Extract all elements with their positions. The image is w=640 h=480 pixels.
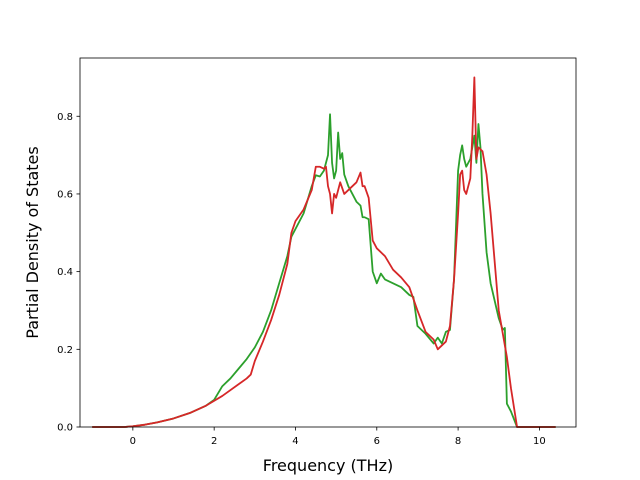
y-tick-label: 0.2	[57, 345, 73, 356]
x-tick-label: 4	[292, 436, 298, 447]
x-axis-label: Frequency (THz)	[263, 456, 393, 475]
series-line-2	[92, 76, 556, 428]
series-layer	[92, 76, 556, 428]
plot-area: 0 2 4 6 8 10 0.0 0.2 0.4 0.6 0.8	[57, 57, 577, 447]
x-tick-label: 8	[455, 436, 461, 447]
y-axis-label: Partial Density of States	[23, 146, 42, 338]
x-tick-label: 6	[374, 436, 380, 447]
x-axis-ticks: 0 2 4 6 8 10	[130, 427, 546, 447]
series-line-1	[92, 113, 556, 428]
axes-frame	[79, 57, 577, 428]
y-tick-label: 0.8	[57, 112, 73, 123]
y-tick-label: 0.6	[57, 189, 73, 200]
y-axis-ticks: 0.0 0.2 0.4 0.6 0.8	[57, 112, 80, 434]
y-tick-label: 0.4	[57, 267, 73, 278]
x-tick-label: 0	[130, 436, 136, 447]
x-tick-label: 10	[533, 436, 546, 447]
x-tick-label: 2	[211, 436, 217, 447]
y-tick-label: 0.0	[57, 423, 73, 434]
